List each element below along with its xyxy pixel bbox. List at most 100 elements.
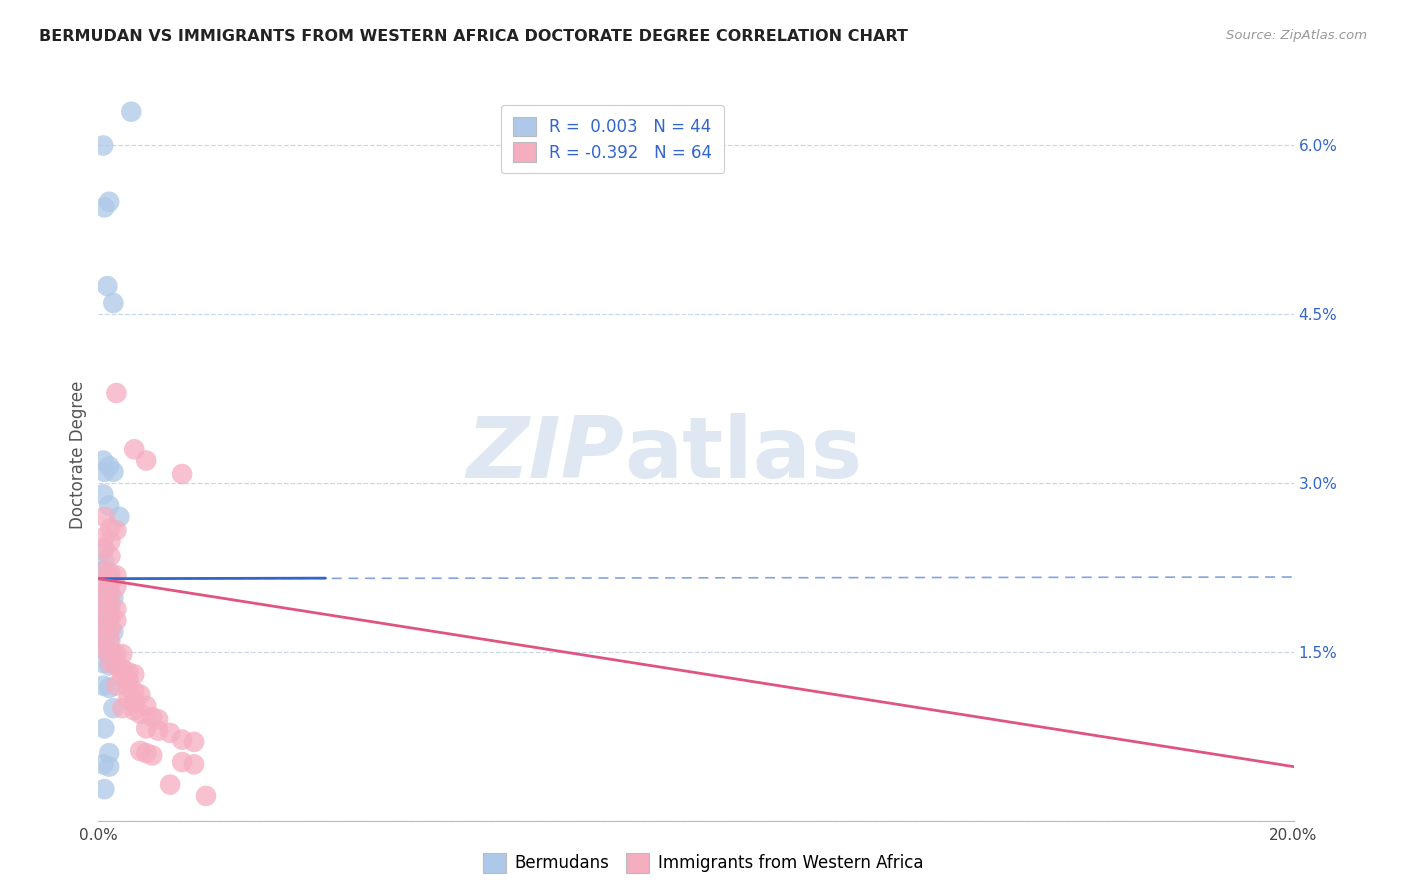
Point (93, 200, 115, 214)
Point (159, 726, 181, 740)
Point (129, 688, 152, 702)
Point (148, 712, 170, 726)
Point (93, 620, 115, 634)
Point (98, 656, 122, 670)
Point (93, 598, 115, 612)
Point (98, 194, 121, 209)
Point (98, 534, 122, 549)
Point (98, 623, 122, 637)
Point (108, 509, 131, 524)
Text: atlas: atlas (624, 413, 862, 497)
Point (124, 684, 146, 698)
Point (98, 759, 121, 773)
Point (98, 611, 122, 625)
Point (105, 386, 128, 401)
Legend: R =  0.003   N = 44, R = -0.392   N = 64: R = 0.003 N = 44, R = -0.392 N = 64 (501, 105, 724, 173)
Point (120, 104, 142, 119)
Point (117, 681, 139, 695)
Point (91, 679, 114, 693)
Point (124, 442, 146, 457)
Point (103, 591, 125, 605)
Point (105, 580, 128, 594)
Point (91, 487, 114, 501)
Point (105, 647, 128, 661)
Point (183, 735, 205, 749)
Point (105, 568, 128, 582)
Point (93, 722, 115, 736)
Point (148, 723, 170, 738)
Point (111, 647, 134, 661)
Point (117, 665, 139, 679)
Point (111, 662, 134, 676)
Point (195, 789, 218, 803)
Point (141, 748, 163, 763)
Point (98, 623, 121, 637)
Point (111, 670, 134, 684)
Point (129, 706, 152, 721)
Point (98, 577, 121, 591)
Point (91, 598, 114, 612)
Point (135, 722, 157, 736)
Text: ZIP: ZIP (467, 413, 624, 497)
Point (98, 599, 122, 614)
Point (98, 633, 122, 648)
Point (129, 744, 152, 758)
Point (98, 499, 121, 513)
Point (93, 564, 115, 578)
Point (98, 645, 122, 659)
Point (117, 692, 139, 706)
Point (98, 459, 121, 474)
Point (91, 586, 114, 600)
Point (103, 624, 125, 639)
Point (105, 613, 128, 627)
Point (135, 746, 157, 760)
Text: Source: ZipAtlas.com: Source: ZipAtlas.com (1226, 29, 1367, 42)
Point (91, 564, 114, 578)
Text: BERMUDAN VS IMMIGRANTS FROM WESTERN AFRICA DOCTORATE DEGREE CORRELATION CHART: BERMUDAN VS IMMIGRANTS FROM WESTERN AFRI… (39, 29, 908, 44)
Point (135, 453, 157, 467)
Point (93, 632, 115, 646)
Point (91, 575, 114, 590)
Point (93, 642, 115, 657)
Point (91, 620, 114, 634)
Point (183, 757, 205, 772)
Point (98, 658, 121, 673)
Point (98, 746, 121, 760)
Point (93, 782, 115, 797)
Point (105, 524, 128, 538)
Point (98, 681, 121, 695)
Point (93, 555, 115, 569)
Point (93, 575, 115, 590)
Point (98, 566, 122, 580)
Point (103, 701, 125, 715)
Point (93, 465, 115, 479)
Point (91, 543, 114, 558)
Point (111, 701, 134, 715)
Point (98, 589, 121, 603)
Point (96, 279, 118, 293)
Point (98, 577, 122, 591)
Point (135, 698, 157, 713)
Y-axis label: Doctorate Degree: Doctorate Degree (69, 381, 87, 529)
Point (124, 703, 146, 717)
Point (93, 608, 115, 623)
Point (105, 602, 128, 616)
Point (172, 732, 194, 747)
Point (91, 632, 114, 646)
Point (98, 599, 121, 614)
Point (93, 530, 115, 544)
Point (124, 696, 146, 710)
Point (98, 549, 122, 564)
Legend: Bermudans, Immigrants from Western Africa: Bermudans, Immigrants from Western Afric… (477, 847, 929, 880)
Point (159, 778, 181, 792)
Point (105, 658, 128, 673)
Point (91, 138, 114, 153)
Point (105, 679, 128, 693)
Point (93, 541, 115, 556)
Point (141, 710, 163, 724)
Point (98, 521, 122, 535)
Point (91, 757, 114, 772)
Point (103, 465, 125, 479)
Point (98, 589, 122, 603)
Point (98, 611, 121, 625)
